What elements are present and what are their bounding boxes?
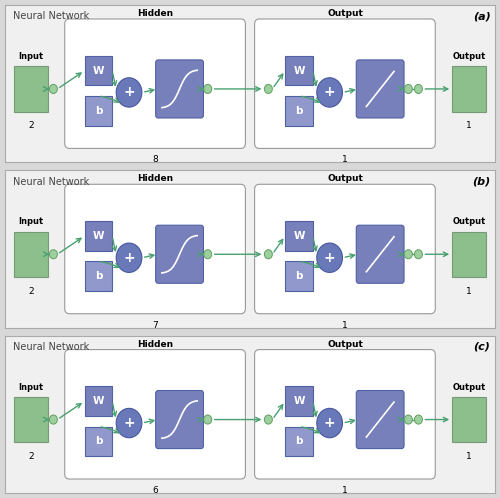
Circle shape <box>50 415 58 424</box>
Text: +: + <box>123 251 135 265</box>
FancyBboxPatch shape <box>356 60 404 118</box>
Text: Neural Network: Neural Network <box>12 11 89 21</box>
FancyBboxPatch shape <box>285 221 313 251</box>
Circle shape <box>414 84 422 94</box>
Circle shape <box>264 249 272 259</box>
Circle shape <box>404 84 412 94</box>
Circle shape <box>50 249 58 259</box>
Text: W: W <box>293 231 305 241</box>
FancyBboxPatch shape <box>14 232 48 277</box>
FancyBboxPatch shape <box>356 225 404 283</box>
Text: Input: Input <box>18 52 44 61</box>
Text: b: b <box>295 436 303 446</box>
Circle shape <box>404 249 412 259</box>
Text: Neural Network: Neural Network <box>12 177 89 187</box>
Circle shape <box>317 243 342 272</box>
Text: Output: Output <box>327 9 363 18</box>
FancyBboxPatch shape <box>156 390 204 449</box>
FancyBboxPatch shape <box>84 96 112 125</box>
FancyBboxPatch shape <box>254 184 436 314</box>
Text: 1: 1 <box>466 122 472 130</box>
Text: 2: 2 <box>28 452 34 461</box>
Circle shape <box>264 415 272 424</box>
Text: b: b <box>94 271 102 281</box>
Text: +: + <box>324 251 336 265</box>
FancyBboxPatch shape <box>84 261 112 291</box>
FancyBboxPatch shape <box>285 96 313 125</box>
Circle shape <box>317 78 342 107</box>
Text: Output: Output <box>327 340 363 349</box>
Text: +: + <box>123 416 135 430</box>
Text: (a): (a) <box>472 11 490 21</box>
Circle shape <box>264 84 272 94</box>
Circle shape <box>204 84 212 94</box>
FancyBboxPatch shape <box>14 66 48 112</box>
Text: +: + <box>324 416 336 430</box>
FancyBboxPatch shape <box>285 56 313 86</box>
Text: 2: 2 <box>28 122 34 130</box>
FancyBboxPatch shape <box>84 427 112 456</box>
FancyBboxPatch shape <box>14 397 48 442</box>
FancyBboxPatch shape <box>254 350 436 479</box>
Text: b: b <box>94 106 102 116</box>
FancyBboxPatch shape <box>64 184 246 314</box>
Text: W: W <box>92 231 104 241</box>
Text: Hidden: Hidden <box>137 340 173 349</box>
Text: W: W <box>92 66 104 76</box>
Text: Output: Output <box>452 382 486 391</box>
Text: +: + <box>324 86 336 100</box>
Text: 1: 1 <box>342 155 348 164</box>
Text: b: b <box>295 271 303 281</box>
Circle shape <box>414 415 422 424</box>
Text: Input: Input <box>18 382 44 391</box>
Text: +: + <box>123 86 135 100</box>
FancyBboxPatch shape <box>156 60 204 118</box>
Text: 7: 7 <box>152 321 158 330</box>
FancyBboxPatch shape <box>84 386 112 416</box>
Text: W: W <box>293 396 305 406</box>
FancyBboxPatch shape <box>285 261 313 291</box>
FancyBboxPatch shape <box>64 19 246 148</box>
FancyBboxPatch shape <box>64 350 246 479</box>
FancyBboxPatch shape <box>452 66 486 112</box>
Circle shape <box>404 415 412 424</box>
Text: (c): (c) <box>474 342 490 352</box>
Text: Output: Output <box>327 174 363 183</box>
FancyBboxPatch shape <box>285 386 313 416</box>
Circle shape <box>116 408 142 438</box>
Text: W: W <box>293 66 305 76</box>
Text: W: W <box>92 396 104 406</box>
Text: b: b <box>94 436 102 446</box>
FancyBboxPatch shape <box>254 19 436 148</box>
Text: Output: Output <box>452 217 486 226</box>
FancyBboxPatch shape <box>452 232 486 277</box>
Circle shape <box>317 408 342 438</box>
Circle shape <box>116 78 142 107</box>
FancyBboxPatch shape <box>285 427 313 456</box>
FancyBboxPatch shape <box>356 390 404 449</box>
Text: 1: 1 <box>342 486 348 495</box>
Text: Neural Network: Neural Network <box>12 342 89 352</box>
Circle shape <box>414 249 422 259</box>
Text: 1: 1 <box>466 287 472 296</box>
Text: Hidden: Hidden <box>137 174 173 183</box>
Text: Output: Output <box>452 52 486 61</box>
FancyBboxPatch shape <box>84 56 112 86</box>
Text: 1: 1 <box>466 452 472 461</box>
Text: 6: 6 <box>152 486 158 495</box>
Text: Input: Input <box>18 217 44 226</box>
Text: (b): (b) <box>472 177 490 187</box>
Text: 8: 8 <box>152 155 158 164</box>
Text: b: b <box>295 106 303 116</box>
Circle shape <box>50 84 58 94</box>
Circle shape <box>204 249 212 259</box>
FancyBboxPatch shape <box>84 221 112 251</box>
Text: Hidden: Hidden <box>137 9 173 18</box>
FancyBboxPatch shape <box>452 397 486 442</box>
Circle shape <box>116 243 142 272</box>
Text: 2: 2 <box>28 287 34 296</box>
Text: 1: 1 <box>342 321 348 330</box>
Circle shape <box>204 415 212 424</box>
FancyBboxPatch shape <box>156 225 204 283</box>
